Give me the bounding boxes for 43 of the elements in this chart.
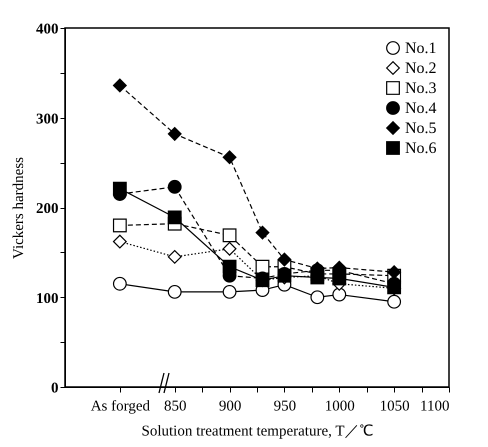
point	[222, 150, 236, 164]
point	[168, 250, 182, 264]
legend-label: No.5	[405, 120, 437, 137]
y-tick-label: 400	[36, 22, 58, 38]
point	[112, 78, 127, 92]
point	[168, 126, 182, 141]
point	[112, 234, 127, 249]
x-axis-title: Solution treatment temperature, T／℃	[142, 424, 374, 440]
point	[168, 284, 182, 299]
y-tick-label: 0	[51, 380, 58, 396]
legend-label: No.3	[405, 80, 437, 97]
x-tick-label: 850	[164, 398, 186, 414]
legend-label: No.2	[405, 60, 437, 77]
point	[278, 252, 292, 266]
point	[222, 228, 236, 242]
point	[387, 294, 402, 309]
point	[168, 210, 182, 224]
point	[256, 260, 270, 274]
point	[168, 180, 182, 194]
point	[112, 182, 127, 196]
point	[112, 276, 127, 291]
x-tick-label: 1000	[324, 398, 355, 414]
point	[222, 242, 236, 256]
legend-label: No.6	[405, 140, 437, 157]
y-tick-label: 200	[36, 201, 58, 217]
x-tick-label: 1050	[380, 398, 410, 414]
y-tick-label: 300	[36, 111, 58, 128]
point	[310, 290, 324, 304]
x-tick-label: 900	[218, 398, 242, 414]
point	[332, 288, 346, 302]
point	[387, 265, 402, 280]
point	[112, 218, 127, 232]
legend-label: No.4	[405, 100, 437, 117]
y-axis-title: Vickers hardness	[11, 156, 27, 259]
x-tick-label: 1100	[420, 398, 450, 414]
point	[222, 260, 236, 274]
x-tick-label: As forged	[90, 398, 151, 414]
legend-label: No.1	[405, 40, 437, 57]
point	[222, 284, 236, 299]
point	[256, 226, 270, 240]
point	[332, 271, 346, 286]
y-tick-label: 100	[36, 290, 58, 307]
x-tick-label: 950	[274, 398, 296, 414]
